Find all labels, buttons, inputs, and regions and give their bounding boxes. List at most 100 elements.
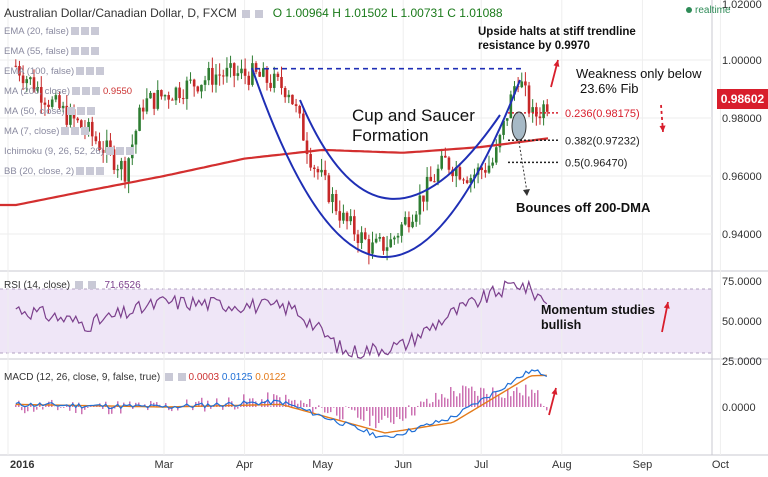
indicator-item[interactable]: MA (50, close) [4,106,95,117]
chart-header: Australian Dollar/Canadian Dollar, D, FX… [4,6,503,20]
candle-body [149,92,152,99]
close-icon[interactable] [92,87,100,96]
candle-body [334,194,338,212]
candle-body [545,104,549,112]
candle-body [444,155,447,158]
candle-body [43,102,47,105]
candle-body [331,194,334,203]
indicator-item[interactable]: EMA (100, false) [4,66,105,77]
hide-icon[interactable] [86,167,95,176]
candle-body [214,74,218,85]
hide-icon[interactable] [80,47,89,56]
macd-line-value: 0.0125 [221,372,253,383]
candle-body [200,84,203,92]
indicator-item[interactable]: EMA (55, false) [4,46,99,57]
candle-body [505,118,509,121]
upside-arrow-head [553,60,560,67]
indicator-label: EMA (100, false) [4,66,75,77]
macd-line [15,369,548,439]
settings-icon[interactable] [70,27,79,36]
candle-body [302,113,305,141]
rsi-hide-icon[interactable] [87,281,96,290]
candle-body [294,104,298,106]
macd-hide-icon[interactable] [177,373,186,382]
candle-body [429,176,433,182]
candle-body [272,73,276,88]
settings-icon[interactable] [76,167,85,176]
momentum-annotation-2: bullish [541,318,582,332]
settings-icon[interactable] [76,67,85,76]
candle-body [342,212,345,221]
close-icon[interactable] [96,67,105,76]
ohlc-close: C 1.01088 [447,6,503,20]
rsi-header: RSI (14, close) 71.6526 [4,280,141,291]
indicator-item[interactable]: EMA (20, false) [4,26,99,37]
hide-icon[interactable] [255,9,264,18]
hide-icon[interactable] [86,67,95,76]
ma200-line [0,137,549,207]
x-tick-label: Mar [155,459,174,471]
macd-settings-icon[interactable] [164,373,173,382]
settings-icon[interactable] [242,9,251,18]
candle-body [316,168,320,173]
settings-icon[interactable] [70,47,79,56]
close-icon[interactable] [90,47,99,56]
indicator-item[interactable]: Ichimoku (9, 26, 52, 26) [4,146,134,157]
hide-icon[interactable] [71,127,80,136]
y-tick-label: 0.94000 [722,229,762,241]
bounce-arrowhead [523,189,530,196]
indicator-label: MA (7, close) [4,126,60,137]
hide-icon[interactable] [82,87,90,96]
symbol-title[interactable]: Australian Dollar/Canadian Dollar, D, FX… [4,6,237,20]
close-icon[interactable] [86,107,95,116]
candle-body [422,195,425,202]
candle-body [407,217,411,228]
close-icon[interactable] [125,147,134,156]
rsi-label[interactable]: RSI (14, close) [4,280,71,291]
candle-body [480,167,484,171]
hide-icon[interactable] [76,107,85,116]
candle-body [287,94,291,98]
settings-icon[interactable] [61,127,70,136]
candle-body [389,239,393,248]
weakness-arrow [660,104,664,133]
candle-body [371,242,374,254]
candle-body [411,221,414,228]
candle-body [323,169,327,176]
hide-icon[interactable] [80,27,89,36]
ohlc-low: L 1.00731 [390,6,444,20]
fib-level-label: 0.382(0.97232) [565,135,640,147]
candle-body [498,134,502,148]
candle-body [353,216,356,235]
settings-icon[interactable] [72,87,80,96]
realtime-badge: realtime [686,5,731,16]
candle-body [152,92,156,109]
candle-body [50,99,54,107]
indicator-item[interactable]: MA (7, close) [4,126,90,137]
x-tick-label: Jun [394,459,412,471]
macd-label[interactable]: MACD (12, 26, close, 9, false, true) [4,372,161,383]
close-icon[interactable] [90,27,99,36]
candle-body [345,212,349,222]
candle-body [76,118,79,121]
rsi-settings-icon[interactable] [74,281,83,290]
weakness-annotation: Weakness only below [576,66,702,81]
y-tick-label: 1.02000 [722,0,762,11]
x-tick-label: Sep [633,459,653,471]
indicator-label: EMA (20, false) [4,26,69,37]
hide-icon[interactable] [115,147,124,156]
candle-body [440,155,443,169]
candle-body [105,140,109,153]
candle-body [29,77,32,80]
settings-icon[interactable] [66,107,75,116]
indicator-item[interactable]: MA (200, close) 0.9550 [4,86,132,97]
candle-body [447,157,451,170]
indicator-item[interactable]: BB (20, close, 2) [4,166,105,177]
candle-body [436,168,440,182]
settings-icon[interactable] [105,147,114,156]
indicator-label: Ichimoku (9, 26, 52, 26) [4,146,104,157]
close-icon[interactable] [81,127,90,136]
close-icon[interactable] [96,167,105,176]
candle-body [192,79,196,87]
